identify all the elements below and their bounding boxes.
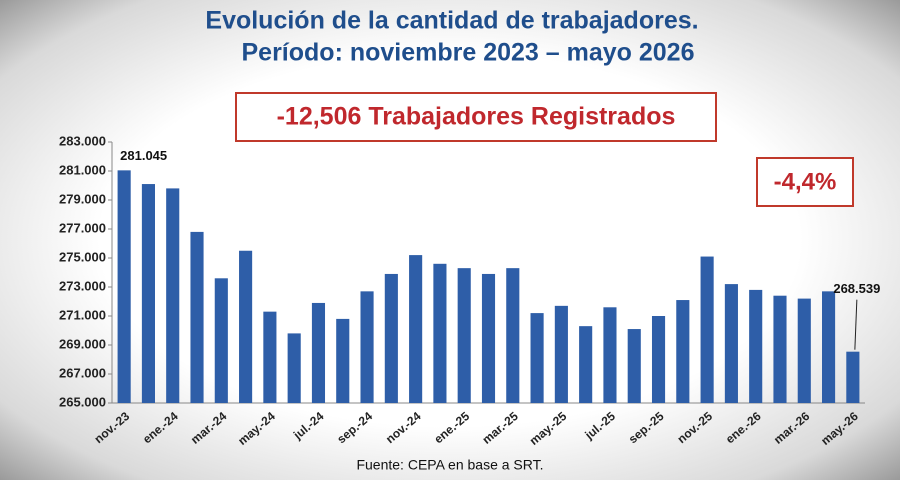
bar	[724, 284, 738, 403]
bar	[530, 313, 544, 403]
annotation: -12,506 Trabajadores Registrados	[277, 103, 676, 131]
y-tick-label: 283.000	[59, 133, 106, 148]
source: Fuente: CEPA en base a SRT.	[356, 457, 543, 473]
x-tick-label: jul.-24	[290, 409, 327, 443]
bar	[627, 329, 641, 403]
x-tick-label: nov.-24	[383, 409, 424, 446]
y-tick-label: 265.000	[59, 394, 106, 409]
bar	[384, 273, 398, 403]
x-tick-label: nov.-25	[675, 409, 716, 446]
bar	[749, 289, 763, 403]
value-label: 281.045	[120, 148, 167, 163]
x-tick-label: may.-25	[527, 409, 570, 448]
x-tick-label: jul.-25	[582, 409, 619, 443]
x-tick-label: nov.-23	[92, 409, 133, 446]
bar	[481, 273, 496, 403]
bar	[506, 268, 520, 403]
bar	[336, 318, 350, 403]
bar	[117, 170, 131, 403]
bar	[190, 231, 204, 403]
bar	[773, 295, 787, 403]
bar	[214, 278, 228, 403]
x-tick-label: ene.-25	[431, 409, 472, 447]
x-tick-label: mar.-25	[480, 409, 521, 447]
annotation: -4,4%	[774, 168, 837, 195]
bar	[141, 184, 155, 403]
bar	[433, 263, 447, 403]
x-tick-label: ene.-26	[723, 409, 764, 447]
bar	[166, 188, 180, 403]
bar	[603, 307, 617, 403]
y-tick-label: 279.000	[59, 191, 106, 206]
x-tick-label: sep.-25	[626, 409, 667, 447]
bar	[263, 311, 277, 403]
bar	[554, 305, 568, 403]
bar	[822, 291, 836, 403]
y-tick-label: 271.000	[59, 307, 106, 322]
annotation-box	[756, 157, 854, 207]
x-tick-label: may.-26	[818, 409, 861, 448]
x-tick-label: ene.-24	[140, 409, 181, 447]
bar	[409, 255, 423, 403]
value-label: 268.539	[833, 281, 880, 296]
bar	[651, 316, 666, 403]
y-tick-label: 267.000	[59, 365, 106, 380]
bar	[700, 256, 714, 403]
bar	[846, 351, 860, 403]
x-tick-label: sep.-24	[334, 409, 375, 447]
y-tick-label: 269.000	[59, 336, 106, 351]
x-tick-label: may.-24	[235, 409, 278, 448]
annotation-box	[235, 92, 717, 142]
y-tick-label: 277.000	[59, 220, 106, 235]
y-tick-label: 281.000	[59, 162, 106, 177]
chart-subtitle: Período: noviembre 2023 – mayo 2026	[242, 39, 695, 67]
chart-title: Evolución de la cantidad de trabajadores…	[205, 7, 698, 35]
bar	[311, 302, 326, 403]
bar	[676, 300, 690, 403]
bar	[239, 250, 253, 403]
x-tick-label: mar.-26	[771, 409, 812, 447]
bar	[457, 268, 471, 403]
label-leader	[854, 299, 858, 350]
bar	[287, 333, 301, 403]
y-tick-label: 273.000	[59, 278, 106, 293]
x-tick-label: mar.-24	[188, 409, 229, 447]
y-tick-label: 275.000	[59, 249, 106, 264]
bar	[579, 326, 593, 403]
bar	[360, 291, 374, 403]
bar	[797, 298, 811, 403]
